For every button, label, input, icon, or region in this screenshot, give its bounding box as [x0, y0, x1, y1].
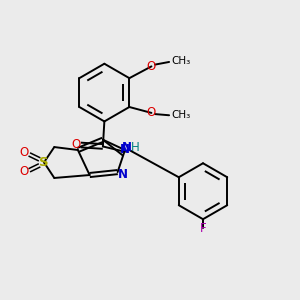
Text: O: O — [20, 165, 29, 178]
Text: H: H — [131, 141, 140, 154]
Text: F: F — [200, 222, 206, 236]
Text: N: N — [122, 141, 131, 154]
Text: O: O — [147, 60, 156, 73]
Text: S: S — [39, 156, 49, 169]
Text: O: O — [20, 146, 29, 159]
Text: N: N — [118, 168, 128, 181]
Text: N: N — [120, 143, 130, 156]
Text: CH₃: CH₃ — [172, 56, 191, 66]
Text: O: O — [147, 106, 156, 119]
Text: CH₃: CH₃ — [172, 110, 191, 120]
Text: O: O — [71, 139, 80, 152]
